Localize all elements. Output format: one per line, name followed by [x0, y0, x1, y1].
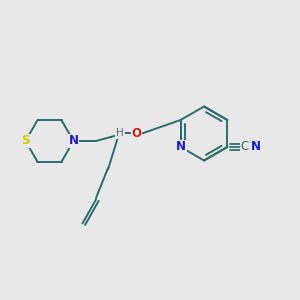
- Text: C: C: [241, 140, 249, 154]
- Text: N: N: [251, 140, 261, 154]
- Text: N: N: [68, 134, 79, 148]
- Text: H: H: [116, 128, 124, 139]
- Text: N: N: [176, 140, 186, 154]
- Text: O: O: [131, 127, 142, 140]
- Text: S: S: [21, 134, 30, 148]
